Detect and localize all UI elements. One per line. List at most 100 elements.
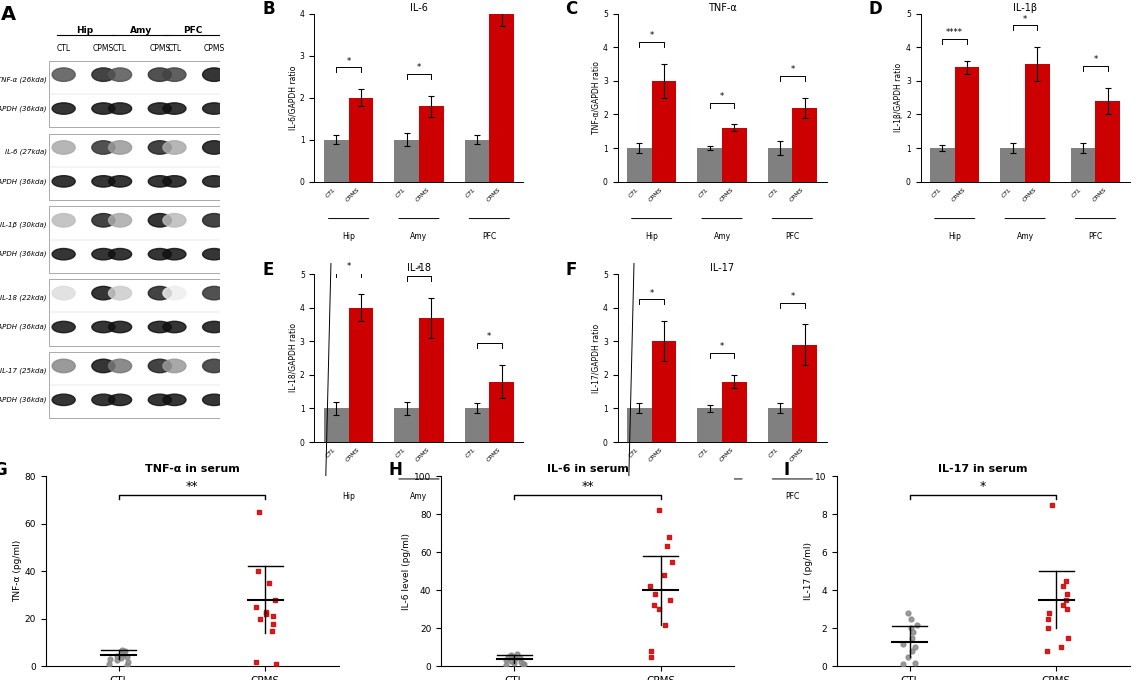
Text: Hip: Hip	[645, 492, 658, 501]
Text: *: *	[649, 288, 654, 298]
Ellipse shape	[91, 322, 115, 333]
Ellipse shape	[163, 394, 186, 405]
Ellipse shape	[163, 103, 186, 114]
Bar	[722, 381, 746, 442]
Text: PFC: PFC	[785, 232, 800, 241]
Ellipse shape	[148, 214, 171, 227]
Point	[659, 532, 678, 543]
Point	[266, 594, 284, 605]
Point	[249, 566, 267, 577]
Ellipse shape	[203, 394, 226, 405]
Y-axis label: IL-1β/GAPDH ratio: IL-1β/GAPDH ratio	[895, 63, 904, 132]
Text: Amy: Amy	[1017, 232, 1034, 241]
Ellipse shape	[163, 286, 186, 300]
Ellipse shape	[163, 175, 186, 187]
Point	[257, 607, 275, 617]
Ellipse shape	[148, 248, 171, 260]
Ellipse shape	[148, 322, 171, 333]
Bar	[792, 107, 817, 182]
Text: *: *	[347, 262, 350, 271]
Text: **: **	[582, 480, 593, 493]
Text: GAPDH (36kda): GAPDH (36kda)	[0, 396, 47, 403]
Text: PFC: PFC	[483, 232, 496, 241]
Point	[893, 638, 912, 649]
Bar	[1025, 64, 1050, 182]
Point	[102, 654, 120, 665]
Bar	[324, 139, 349, 182]
Bar	[49, 352, 220, 418]
Text: Amy: Amy	[411, 492, 428, 501]
Y-axis label: TNF-α (pg/ml): TNF-α (pg/ml)	[13, 540, 22, 602]
Y-axis label: IL-18/GAPDH ratio: IL-18/GAPDH ratio	[288, 324, 297, 392]
Title: TNF-α: TNF-α	[707, 3, 736, 13]
Text: D: D	[868, 0, 882, 18]
Bar	[768, 409, 792, 442]
Text: CPMS: CPMS	[203, 44, 225, 52]
Point	[1052, 642, 1070, 653]
Point	[264, 618, 282, 629]
Point	[904, 627, 922, 638]
Point	[99, 658, 118, 669]
Text: TNF-α (26kda): TNF-α (26kda)	[0, 76, 47, 82]
Title: IL-17: IL-17	[710, 263, 734, 273]
Point	[516, 658, 534, 669]
Title: IL-18: IL-18	[407, 263, 431, 273]
Bar	[930, 148, 955, 182]
Point	[248, 656, 266, 667]
Title: TNF-α in serum: TNF-α in serum	[145, 464, 240, 474]
Point	[511, 656, 529, 667]
Title: IL-6: IL-6	[410, 3, 428, 13]
Bar	[628, 409, 652, 442]
Bar	[697, 148, 722, 182]
Ellipse shape	[203, 175, 226, 187]
Ellipse shape	[52, 248, 75, 260]
Text: **: **	[186, 480, 199, 493]
Bar	[1071, 148, 1095, 182]
Y-axis label: IL-6 level (pg/ml): IL-6 level (pg/ml)	[403, 532, 412, 610]
Text: A: A	[1, 5, 16, 24]
Point	[903, 632, 921, 643]
Point	[906, 657, 924, 668]
Text: Amy: Amy	[411, 232, 428, 241]
Point	[505, 657, 524, 668]
Ellipse shape	[91, 286, 115, 300]
Bar	[395, 139, 419, 182]
Ellipse shape	[163, 322, 186, 333]
Point	[118, 651, 136, 662]
Ellipse shape	[203, 141, 226, 154]
Text: G: G	[0, 461, 7, 479]
Point	[502, 649, 520, 660]
Ellipse shape	[52, 103, 75, 114]
Point	[1057, 594, 1075, 605]
Ellipse shape	[148, 103, 171, 114]
Point	[906, 642, 924, 653]
Ellipse shape	[163, 214, 186, 227]
Text: IL-6 (27kda): IL-6 (27kda)	[5, 149, 47, 156]
Point	[246, 601, 265, 612]
Title: IL-6 in serum: IL-6 in serum	[547, 464, 629, 474]
Bar	[1095, 101, 1120, 182]
Ellipse shape	[203, 286, 226, 300]
Ellipse shape	[163, 68, 186, 82]
Point	[499, 651, 517, 662]
Ellipse shape	[163, 248, 186, 260]
Ellipse shape	[203, 248, 226, 260]
Point	[1054, 600, 1073, 611]
Point	[250, 506, 268, 517]
Text: Hip: Hip	[76, 27, 94, 35]
Point	[1059, 632, 1077, 643]
Bar	[652, 341, 677, 442]
Ellipse shape	[52, 175, 75, 187]
Ellipse shape	[108, 103, 131, 114]
Text: Hip: Hip	[948, 232, 961, 241]
Ellipse shape	[108, 322, 131, 333]
Text: *: *	[487, 333, 492, 341]
Ellipse shape	[52, 359, 75, 373]
Ellipse shape	[91, 359, 115, 373]
Point	[260, 577, 278, 588]
Point	[508, 649, 526, 660]
Text: CTL: CTL	[168, 44, 181, 52]
Text: Hip: Hip	[342, 232, 355, 241]
Text: *: *	[980, 480, 986, 493]
Point	[663, 556, 681, 567]
